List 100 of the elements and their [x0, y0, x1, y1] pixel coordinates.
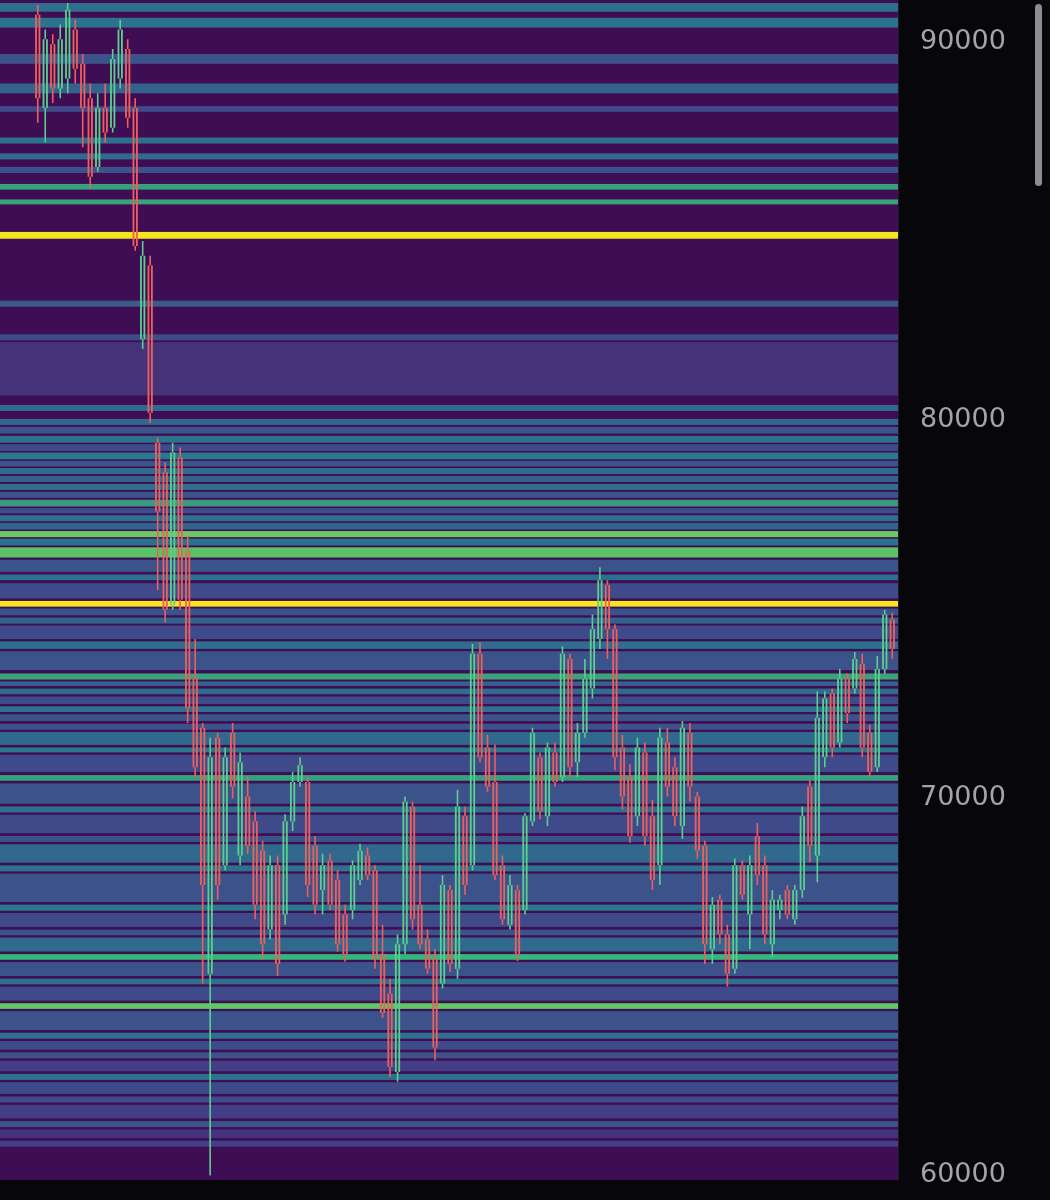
- candlestick: [762, 855, 768, 945]
- candlestick: [484, 734, 491, 792]
- candlestick: [200, 722, 206, 984]
- candlestick: [125, 39, 131, 128]
- candlestick: [619, 734, 626, 810]
- candlestick: [35, 4, 41, 123]
- candlestick: [664, 727, 671, 797]
- candlestick: [387, 978, 393, 1077]
- candlestick: [529, 727, 536, 827]
- candlestick: [852, 651, 858, 694]
- candlestick: [807, 779, 813, 863]
- candlestick: [282, 814, 288, 925]
- candlestick: [432, 949, 438, 1061]
- candlestick: [462, 806, 468, 895]
- candlestick: [649, 799, 656, 890]
- candlestick: [259, 840, 266, 960]
- candlestick: [829, 688, 835, 758]
- candlestick: [814, 691, 820, 883]
- candlestick: [627, 764, 633, 843]
- candlestick: [102, 83, 108, 143]
- candlestick: [552, 742, 558, 787]
- candlestick: [357, 843, 363, 885]
- candlestick: [379, 924, 386, 1018]
- candlestick: [222, 747, 228, 871]
- candlestick: [289, 772, 296, 831]
- candlestick: [867, 724, 873, 777]
- candlestick: [657, 727, 663, 885]
- candlestick: [297, 757, 303, 787]
- candlestick: [252, 811, 258, 920]
- candlestick: [799, 806, 805, 898]
- candlestick: [372, 865, 378, 969]
- candlestick: [162, 462, 168, 623]
- candlestick: [245, 776, 251, 854]
- candlestick: [492, 744, 498, 881]
- candlestick: [882, 609, 888, 674]
- candlestick: [687, 722, 693, 802]
- candlestick: [117, 19, 123, 89]
- candlestick: [192, 639, 198, 777]
- candlestick: [72, 19, 78, 84]
- candlestick: [792, 885, 798, 925]
- candlestick: [319, 853, 326, 915]
- candlestick: [574, 722, 581, 777]
- candlestick: [155, 437, 161, 590]
- candlestick: [612, 624, 618, 771]
- candlestick: [170, 442, 176, 610]
- candlestick: [267, 855, 273, 940]
- candlestick: [544, 742, 551, 827]
- candlestick: [679, 721, 685, 839]
- candlestick: [364, 847, 371, 881]
- candlestick: [747, 855, 753, 950]
- candlestick: [57, 24, 63, 99]
- candlestick: [237, 752, 243, 866]
- candlestick: [717, 894, 723, 945]
- candlestick: [185, 535, 191, 723]
- candlestick: [642, 742, 648, 846]
- candlestick: [65, 3, 71, 94]
- candlestick: [87, 83, 93, 189]
- candlestick: [724, 924, 730, 987]
- candlestick: [784, 885, 790, 920]
- candlestick: [514, 885, 521, 961]
- candlestick: [597, 567, 603, 649]
- candlestick: [342, 904, 348, 962]
- candlestick: [312, 835, 318, 915]
- candlestick: [80, 54, 86, 148]
- candlestick: [477, 642, 483, 763]
- candlestick: [844, 673, 850, 723]
- candlestick: [42, 29, 48, 143]
- candlestick: [739, 860, 745, 900]
- candlestick: [50, 34, 56, 104]
- candlestick: [589, 614, 596, 699]
- candlestick: [447, 885, 453, 972]
- candlestick: [439, 875, 446, 989]
- candlestick: [349, 860, 356, 920]
- y-tick-label: 70000: [920, 779, 1006, 811]
- candlestick: [582, 659, 588, 738]
- candlestick: [604, 580, 611, 660]
- candlestick: [859, 653, 865, 758]
- candlestick: [837, 668, 843, 748]
- candlestick: [402, 796, 408, 955]
- candlestick: [334, 870, 341, 952]
- candlestick: [754, 823, 760, 885]
- candlestick: [177, 447, 183, 610]
- candlestick: [777, 894, 783, 920]
- y-tick-label: 90000: [920, 24, 1006, 56]
- candlestick: [537, 752, 543, 820]
- candlestick: [694, 791, 700, 859]
- candlestick: [672, 757, 678, 827]
- y-tick-label: 80000: [920, 401, 1006, 433]
- candlestick: [140, 240, 146, 350]
- candlestick: [889, 612, 895, 660]
- candlestick: [409, 801, 416, 930]
- candlestick: [499, 855, 506, 925]
- candlestick: [230, 722, 236, 799]
- candlestick: [769, 889, 775, 958]
- candlestick: [304, 776, 311, 898]
- candlestick: [822, 691, 828, 768]
- candlestick: [507, 875, 513, 930]
- candlestick: [132, 98, 138, 251]
- candlestick: [207, 737, 213, 1176]
- candlestick: [215, 732, 221, 900]
